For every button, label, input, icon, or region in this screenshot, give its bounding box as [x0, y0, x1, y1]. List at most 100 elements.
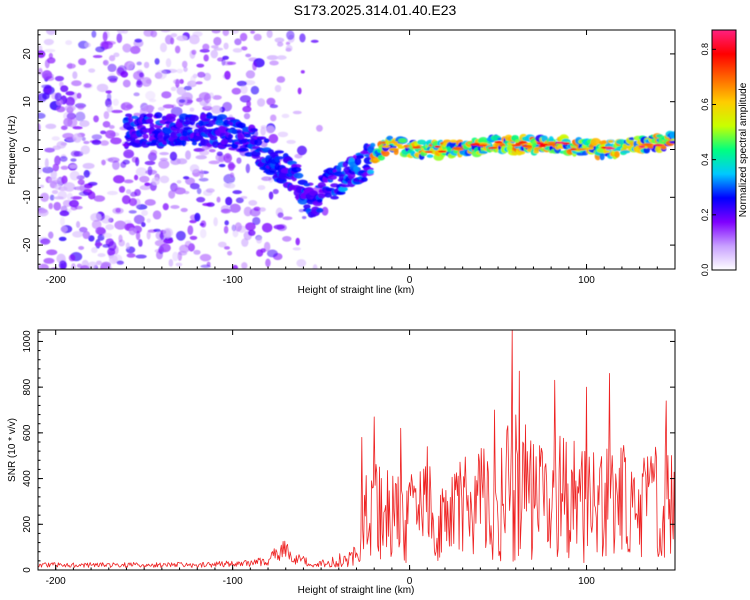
heatmap-cell	[102, 31, 108, 42]
heatmap-cell	[124, 220, 132, 224]
colorbar-tick-label: 0.6	[700, 98, 710, 111]
heatmap-cell	[274, 156, 285, 160]
heatmap-cell	[354, 157, 362, 166]
heatmap-cell	[145, 79, 152, 84]
heatmap-cell	[70, 196, 83, 200]
heatmap-cell	[139, 185, 151, 191]
heatmap-cell	[585, 147, 594, 150]
heatmap-cell	[291, 166, 302, 173]
heatmap-cell	[162, 203, 169, 211]
heatmap-cell	[87, 261, 98, 269]
heatmap-cell	[213, 36, 222, 46]
heatmap-cell	[72, 230, 84, 238]
heatmap-cell	[199, 253, 212, 262]
x-tick-label: -100	[223, 576, 243, 587]
heatmap-cell	[245, 222, 256, 231]
heatmap-cell	[218, 163, 226, 168]
heatmap-cell	[66, 63, 76, 69]
heatmap-cell	[64, 105, 76, 112]
heatmap-cell	[145, 90, 156, 101]
heatmap-cell	[260, 125, 267, 129]
heatmap-cell	[224, 246, 231, 250]
heatmap-cell	[87, 191, 96, 200]
heatmap-cell	[114, 220, 127, 230]
heatmap-cell	[276, 76, 286, 83]
heatmap-cell	[252, 216, 261, 226]
heatmap-cell	[152, 210, 162, 220]
heatmap-cell	[76, 92, 82, 99]
heatmap-cell	[70, 158, 77, 162]
heatmap-cell	[245, 163, 251, 174]
colorbar-label: Normalized spectral amplitude	[738, 82, 749, 217]
heatmap-cell	[397, 138, 408, 144]
heatmap-cell	[149, 122, 155, 129]
heatmap-cell	[203, 118, 211, 122]
heatmap-cell	[162, 104, 175, 109]
heatmap-cell	[437, 150, 447, 153]
heatmap-cell	[62, 132, 74, 139]
heatmap-cell	[258, 207, 266, 212]
heatmap-cell	[126, 253, 136, 258]
heatmap-cell	[243, 133, 252, 138]
heatmap-cell	[237, 147, 249, 152]
heatmap-cell	[189, 34, 200, 45]
heatmap-cell	[146, 113, 154, 118]
heatmap-cell	[292, 247, 301, 251]
heatmap-cell	[183, 127, 193, 131]
heatmap-cell	[245, 53, 252, 58]
heatmap-cell	[165, 58, 172, 68]
heatmap-cell	[100, 140, 110, 146]
colorbar-tick-label: 0.2	[700, 209, 710, 222]
heatmap-cell	[653, 143, 664, 147]
heatmap-cell	[270, 114, 277, 122]
heatmap-cell	[174, 187, 186, 195]
heatmap-cell	[208, 160, 220, 165]
heatmap-cell	[122, 30, 129, 34]
heatmap-cell	[295, 237, 300, 246]
heatmap-cell	[128, 197, 138, 207]
heatmap-cell	[145, 169, 158, 175]
heatmap-cell	[122, 43, 132, 53]
heatmap-cell	[185, 177, 196, 185]
heatmap-cell	[242, 105, 252, 113]
heatmap-cell	[217, 241, 227, 248]
heatmap-cell	[59, 216, 65, 227]
heatmap-cell	[42, 166, 54, 174]
heatmap-cell	[90, 212, 102, 222]
heatmap-cell	[189, 182, 200, 190]
heatmap-cell	[115, 208, 121, 213]
heatmap-cell	[291, 164, 302, 168]
heatmap-cell	[108, 250, 115, 256]
heatmap-cell	[48, 231, 54, 239]
heatmap-cell	[236, 157, 242, 164]
heatmap-cell	[205, 188, 215, 193]
heatmap-cell	[381, 145, 391, 148]
heatmap-cell	[222, 101, 233, 112]
heatmap-cell	[168, 190, 176, 199]
y-tick-label: -10	[22, 190, 33, 205]
heatmap-cell	[60, 205, 68, 213]
heatmap-cell	[125, 242, 130, 249]
heatmap-cell	[68, 199, 79, 208]
heatmap-cell	[159, 175, 170, 184]
heatmap-cell	[144, 199, 156, 206]
heatmap-cell	[195, 155, 208, 160]
heatmap-cell	[199, 222, 205, 227]
heatmap-cell	[199, 228, 207, 239]
heatmap-cell	[403, 144, 411, 148]
heatmap-cell	[65, 91, 75, 96]
heatmap-cell	[135, 80, 143, 88]
heatmap-cell	[471, 142, 480, 146]
heatmap-cell	[191, 141, 197, 146]
heatmap-cell	[45, 123, 57, 130]
heatmap-cell	[301, 215, 307, 220]
heatmap-cell	[118, 234, 123, 243]
heatmap-cell	[54, 92, 62, 102]
heatmap-cell	[246, 100, 251, 108]
heatmap-cell	[172, 251, 179, 262]
heatmap-cell	[434, 145, 441, 148]
heatmap-cell	[250, 85, 260, 95]
heatmap-cell	[234, 38, 242, 46]
heatmap-cell	[153, 228, 161, 232]
